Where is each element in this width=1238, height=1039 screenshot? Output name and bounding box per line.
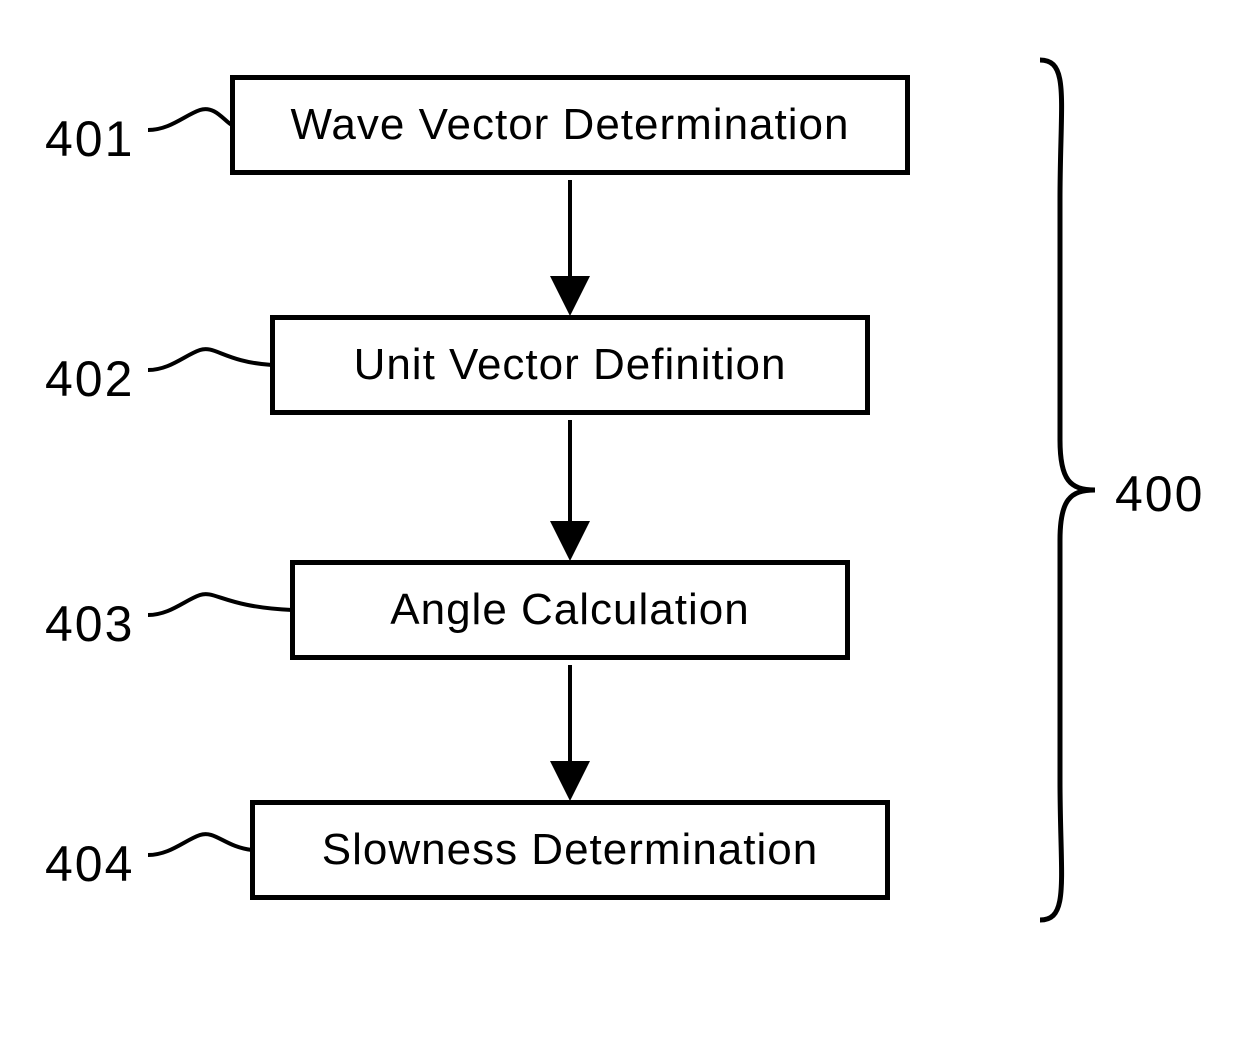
label-connectors (148, 109, 292, 855)
flow-box-401: Wave Vector Determination (230, 75, 910, 175)
connector-404 (148, 834, 252, 855)
group-label-400: 400 (1115, 465, 1204, 523)
group-brace (1040, 60, 1095, 920)
flow-box-text: Slowness Determination (322, 825, 818, 875)
flow-box-text: Unit Vector Definition (354, 340, 787, 390)
flow-box-402: Unit Vector Definition (270, 315, 870, 415)
flow-box-text: Wave Vector Determination (291, 100, 850, 150)
ref-label-404: 404 (45, 835, 134, 893)
connector-403 (148, 594, 292, 615)
ref-label-402: 402 (45, 350, 134, 408)
connector-402 (148, 349, 272, 370)
flow-box-text: Angle Calculation (390, 585, 749, 635)
flow-box-404: Slowness Determination (250, 800, 890, 900)
ref-label-403: 403 (45, 595, 134, 653)
flow-box-403: Angle Calculation (290, 560, 850, 660)
flowchart-diagram: Wave Vector Determination Unit Vector De… (0, 0, 1238, 1039)
ref-label-401: 401 (45, 110, 134, 168)
connector-401 (148, 109, 232, 130)
